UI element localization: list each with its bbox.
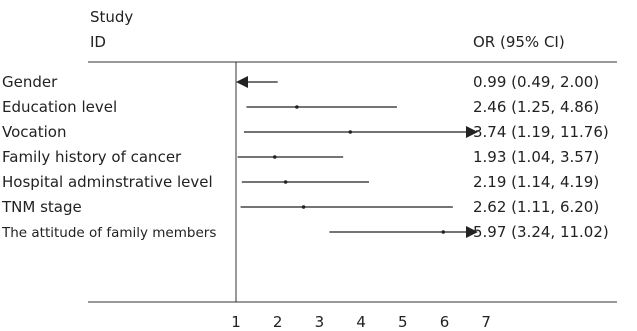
- x-tick-label: 7: [481, 313, 491, 331]
- row-ci-text: 2.62 (1.11, 6.20): [473, 198, 599, 216]
- point-estimate: [348, 130, 353, 134]
- row-label: Gender: [2, 73, 58, 91]
- point-estimate: [283, 180, 288, 184]
- ci-arrow-right: [466, 226, 478, 238]
- row-ci-text: 2.46 (1.25, 4.86): [473, 98, 599, 116]
- x-tick-label: 1: [231, 313, 241, 331]
- x-tick-label: 4: [356, 313, 366, 331]
- row-ci-text: 5.97 (3.24, 11.02): [473, 223, 609, 241]
- row-label: Vocation: [2, 123, 66, 141]
- x-axis-ticks: 1 2 3 4 5 6 7: [231, 313, 491, 331]
- point-estimate: [295, 105, 299, 109]
- x-tick-label: 2: [273, 313, 283, 331]
- row-ci-text: 2.19 (1.14, 4.19): [473, 173, 599, 191]
- row-ci-text: 3.74 (1.19, 11.76): [473, 123, 609, 141]
- x-tick-label: 6: [440, 313, 450, 331]
- point-estimate: [272, 155, 277, 159]
- x-tick-label: 5: [398, 313, 408, 331]
- row-label: TNM stage: [1, 198, 82, 216]
- row-label: Family history of cancer: [2, 148, 182, 166]
- header-study: Study: [90, 8, 133, 26]
- point-estimate: [301, 205, 306, 209]
- row-ci-text: 0.99 (0.49, 2.00): [473, 73, 599, 91]
- row-ci-text: 1.93 (1.04, 3.57): [473, 148, 599, 166]
- row-label: Hospital adminstrative level: [2, 173, 213, 191]
- ci-arrow-right: [466, 126, 478, 138]
- x-tick-label: 3: [315, 313, 325, 331]
- study-rows: Gender 0.99 (0.49, 2.00) Education level 2.…: [1, 73, 609, 241]
- header-id: ID: [90, 33, 106, 51]
- point-estimate: [441, 230, 446, 234]
- ci-arrow-left: [236, 76, 248, 88]
- row-label: Education level: [2, 98, 117, 116]
- header-effect: OR (95% CI): [473, 33, 565, 51]
- row-label: The attitude of family members: [1, 225, 216, 241]
